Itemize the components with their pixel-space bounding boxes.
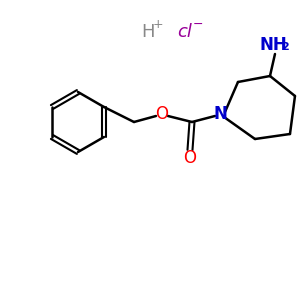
Text: cl: cl <box>178 23 192 41</box>
Text: H: H <box>141 23 155 41</box>
Text: NH: NH <box>259 36 287 54</box>
Text: O: O <box>155 105 169 123</box>
Text: N: N <box>213 105 227 123</box>
Text: +: + <box>153 17 163 31</box>
Text: O: O <box>184 149 196 167</box>
Text: −: − <box>193 17 203 31</box>
Text: 2: 2 <box>281 42 289 52</box>
